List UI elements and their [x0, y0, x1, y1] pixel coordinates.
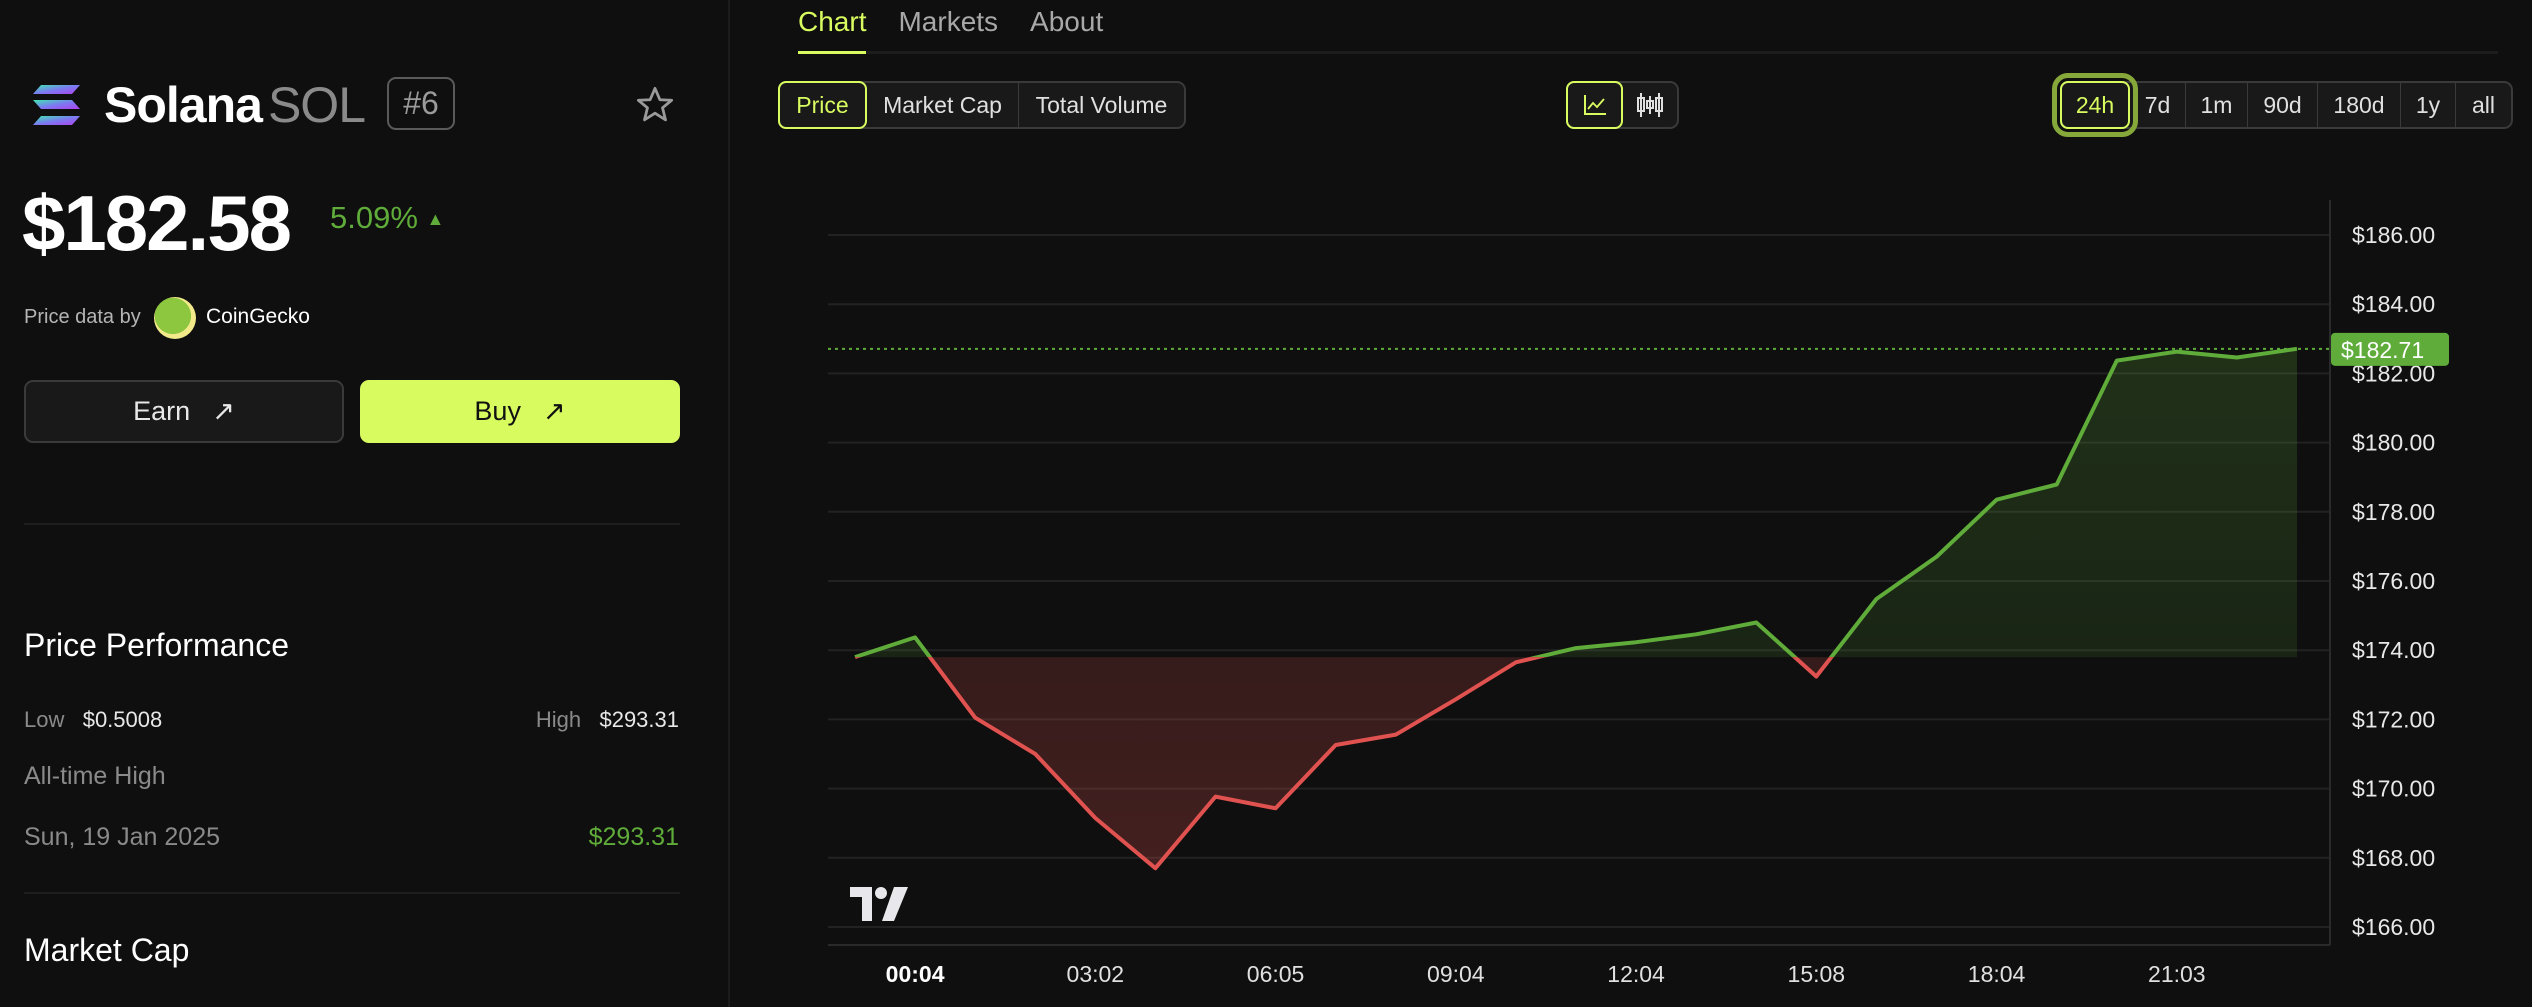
y-tick-label: $186.00 — [2352, 222, 2435, 248]
x-tick-label: 09:04 — [1427, 961, 1485, 987]
coin-name: Solana — [104, 77, 263, 133]
last-price-label: $182.71 — [2341, 337, 2424, 363]
high-value: $293.31 — [599, 707, 679, 732]
x-tick-label: 12:04 — [1607, 961, 1665, 987]
buy-button[interactable]: Buy ↗ — [360, 380, 680, 443]
x-tick-label: 03:02 — [1067, 961, 1125, 987]
low-value: $0.5008 — [82, 707, 163, 732]
panel-divider — [728, 0, 730, 1007]
earn-label: Earn — [133, 396, 191, 426]
up-arrow-icon: ▲ — [426, 209, 445, 229]
metric-selector: Price Market Cap Total Volume — [778, 81, 1186, 129]
candlestick-chart-icon — [1637, 93, 1663, 117]
tab-about[interactable]: About — [1030, 6, 1104, 37]
low-row: Low $0.5008 — [24, 707, 162, 733]
high-label: High — [535, 707, 582, 732]
x-tick-label: 18:04 — [1968, 961, 2026, 987]
x-tick-label: 21:03 — [2148, 961, 2206, 987]
x-tick-label: 00:04 — [886, 961, 945, 987]
buy-label: Buy — [474, 396, 521, 426]
divider — [24, 892, 680, 894]
earn-button[interactable]: Earn ↗ — [24, 380, 344, 443]
arrow-up-right-icon: ↗ — [542, 396, 566, 426]
tab-chart[interactable]: Chart — [798, 6, 867, 37]
rank-badge: #6 — [387, 77, 455, 130]
last-price-badge — [2331, 332, 2449, 366]
range-24h[interactable]: 24h — [2052, 73, 2138, 137]
y-tick-label: $174.00 — [2352, 637, 2435, 663]
price-change-percent: 5.09% — [330, 200, 418, 235]
coingecko-link[interactable]: CoinGecko — [206, 305, 310, 328]
tradingview-logo-icon — [850, 887, 910, 921]
metric-price[interactable]: Price — [778, 81, 867, 129]
price-line-up — [854, 346, 2298, 658]
arrow-up-right-icon: ↗ — [212, 396, 235, 426]
price-line-down — [855, 657, 1834, 871]
area-fill-down — [855, 657, 2297, 869]
y-tick-label: $176.00 — [2352, 568, 2435, 594]
candlestick-chart-button[interactable] — [1623, 83, 1677, 127]
coin-title: Solana SOL — [104, 76, 366, 134]
solana-logo-icon — [33, 85, 80, 125]
chart-type-selector — [1566, 81, 1679, 129]
metric-total-volume[interactable]: Total Volume — [1035, 91, 1168, 118]
price-change: 5.09% ▲ — [330, 200, 444, 236]
range-90d[interactable]: 90d — [2248, 83, 2318, 127]
tab-markets[interactable]: Markets — [898, 6, 999, 37]
range-1y[interactable]: 1y — [2401, 83, 2456, 127]
y-tick-label: $166.00 — [2352, 914, 2435, 940]
y-tick-label: $168.00 — [2352, 845, 2435, 871]
main-tabs: Chart Markets About — [798, 6, 1103, 38]
coingecko-logo-icon — [154, 297, 196, 339]
range-180d[interactable]: 180d — [2318, 83, 2401, 127]
price-performance-title: Price Performance — [24, 627, 289, 663]
current-price: $182.58 — [22, 179, 292, 267]
market-cap-title: Market Cap — [24, 932, 190, 968]
low-label: Low — [24, 707, 65, 732]
time-range-selector: 24h 7d 1m 90d 180d 1y all — [2052, 73, 2513, 137]
line-chart-icon — [1583, 95, 1606, 115]
line-chart-button[interactable] — [1566, 81, 1623, 129]
range-7d[interactable]: 7d — [2130, 83, 2186, 127]
coin-symbol: SOL — [267, 77, 366, 133]
y-tick-label: $170.00 — [2352, 776, 2435, 802]
tab-underline — [798, 51, 2498, 54]
active-tab-indicator — [798, 51, 866, 54]
divider — [24, 523, 680, 525]
x-tick-label: 06:05 — [1247, 961, 1305, 987]
ath-date: Sun, 19 Jan 2025 — [24, 823, 220, 851]
range-1m[interactable]: 1m — [2186, 83, 2248, 127]
high-row: High $293.31 — [536, 707, 679, 733]
metric-market-cap[interactable]: Market Cap — [867, 83, 1019, 127]
y-tick-label: $178.00 — [2352, 499, 2435, 525]
star-icon[interactable] — [634, 84, 676, 126]
price-data-label: Price data by — [24, 306, 141, 328]
y-tick-label: $180.00 — [2352, 430, 2435, 456]
y-tick-label: $184.00 — [2352, 291, 2435, 317]
ath-value: $293.31 — [588, 823, 679, 851]
range-all[interactable]: all — [2471, 91, 2495, 118]
y-tick-label: $172.00 — [2352, 706, 2435, 732]
ath-label: All-time High — [24, 762, 166, 790]
area-fill-up — [855, 348, 2297, 658]
x-tick-label: 15:08 — [1788, 961, 1846, 987]
